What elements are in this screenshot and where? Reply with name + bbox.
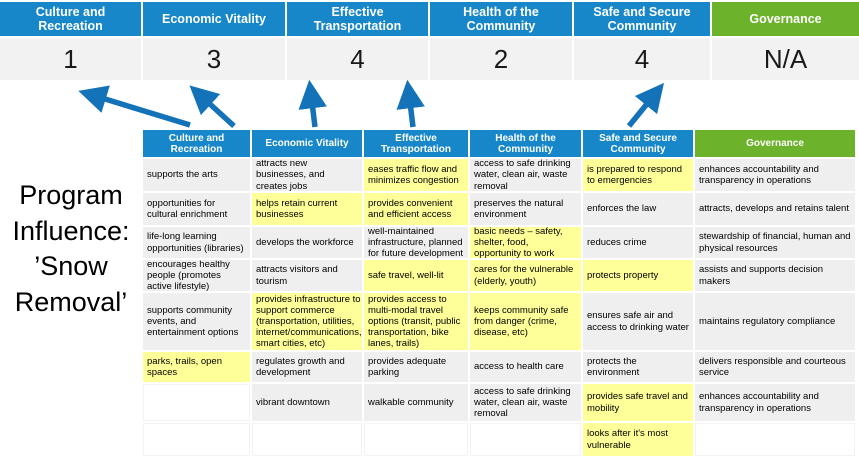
matrix-cell: assists and supports decision makers bbox=[695, 260, 855, 291]
summary-band: Culture and Recreation 1 Economic Vitali… bbox=[0, 2, 859, 80]
matrix-cell: enhances accountability and transparency… bbox=[695, 159, 855, 191]
influence-matrix: Culture and Recreation Economic Vitality… bbox=[143, 130, 855, 456]
summary-score-governance: N/A bbox=[712, 38, 859, 80]
matrix-cell: cares for the vulnerable (elderly, youth… bbox=[470, 260, 581, 291]
summary-header-economic: Economic Vitality bbox=[143, 2, 285, 36]
matrix-cell: basic needs – safety, shelter, food, opp… bbox=[470, 227, 581, 258]
matrix-cell: regulates growth and development bbox=[252, 352, 362, 382]
summary-column-transportation: Effective Transportation 4 bbox=[287, 2, 428, 80]
matrix-cell: enforces the law bbox=[583, 193, 693, 225]
summary-column-economic: Economic Vitality 3 bbox=[143, 2, 285, 80]
matrix-cell: ensures safe air and access to drinking … bbox=[583, 293, 693, 350]
matrix-cell: safe travel, well-lit bbox=[364, 260, 468, 291]
up-arrow-icon bbox=[78, 85, 191, 128]
matrix-cell: is prepared to respond to emergencies bbox=[583, 159, 693, 191]
matrix-header-economic: Economic Vitality bbox=[252, 130, 362, 157]
matrix-cell: delivers responsible and courteous servi… bbox=[695, 352, 855, 382]
matrix-cell: attracts new businesses, and creates job… bbox=[252, 159, 362, 191]
up-arrow-icon bbox=[189, 85, 236, 129]
matrix-cell: access to safe drinking water, clean air… bbox=[470, 159, 581, 191]
summary-score-health: 2 bbox=[430, 38, 572, 80]
matrix-cell: parks, trails, open spaces bbox=[143, 352, 250, 382]
matrix-cell: supports the arts bbox=[143, 159, 250, 191]
matrix-header-safety: Safe and Secure Community bbox=[583, 130, 693, 157]
matrix-cell bbox=[695, 423, 855, 456]
summary-column-health: Health of the Community 2 bbox=[430, 2, 572, 80]
matrix-cell: keeps community safe from danger (crime,… bbox=[470, 293, 581, 350]
summary-score-economic: 3 bbox=[143, 38, 285, 80]
summary-score-culture: 1 bbox=[0, 38, 141, 80]
matrix-cell: provides infrastructure to support comme… bbox=[252, 293, 362, 350]
matrix-cell: well-maintained infrastructure, planned … bbox=[364, 227, 468, 258]
summary-header-safety: Safe and Secure Community bbox=[574, 2, 710, 36]
matrix-cell: encourages healthy people (promotes acti… bbox=[143, 260, 250, 291]
matrix-cell: maintains regulatory compliance bbox=[695, 293, 855, 350]
matrix-cell: stewardship of financial, human and phys… bbox=[695, 227, 855, 258]
matrix-cell: preserves the natural environment bbox=[470, 193, 581, 225]
matrix-header-health: Health of the Community bbox=[470, 130, 581, 157]
up-arrow-icon bbox=[626, 82, 665, 128]
matrix-cell: provides safe travel and mobility bbox=[583, 384, 693, 421]
matrix-cell bbox=[364, 423, 468, 456]
matrix-cell: reduces crime bbox=[583, 227, 693, 258]
matrix-cell: eases traffic flow and minimizes congest… bbox=[364, 159, 468, 191]
matrix-cell: walkable community bbox=[364, 384, 468, 421]
matrix-cell: access to health care bbox=[470, 352, 581, 382]
summary-header-governance: Governance bbox=[712, 2, 859, 36]
summary-score-safety: 4 bbox=[574, 38, 710, 80]
summary-header-health: Health of the Community bbox=[430, 2, 572, 36]
matrix-cell bbox=[143, 423, 250, 456]
matrix-cell: life-long learning opportunities (librar… bbox=[143, 227, 250, 258]
matrix-cell: vibrant downtown bbox=[252, 384, 362, 421]
summary-column-governance: Governance N/A bbox=[712, 2, 859, 80]
matrix-header-culture: Culture and Recreation bbox=[143, 130, 250, 157]
matrix-header-transportation: Effective Transportation bbox=[364, 130, 468, 157]
matrix-cell: access to safe drinking water, clean air… bbox=[470, 384, 581, 421]
up-arrow-icon bbox=[396, 79, 425, 128]
matrix-cell: provides access to multi-modal travel op… bbox=[364, 293, 468, 350]
matrix-cell: develops the workforce bbox=[252, 227, 362, 258]
summary-column-culture: Culture and Recreation 1 bbox=[0, 2, 141, 80]
summary-score-transportation: 4 bbox=[287, 38, 428, 80]
matrix-cell: supports community events, and entertain… bbox=[143, 293, 250, 350]
matrix-cell: protects the environment bbox=[583, 352, 693, 382]
matrix-cell: attracts visitors and tourism bbox=[252, 260, 362, 291]
matrix-cell bbox=[143, 384, 250, 421]
summary-column-safety: Safe and Secure Community 4 bbox=[574, 2, 710, 80]
matrix-cell bbox=[252, 423, 362, 456]
matrix-cell: protects property bbox=[583, 260, 693, 291]
program-title: Program Influence: ’Snow Removal’ bbox=[12, 180, 130, 317]
matrix-cell: helps retain current businesses bbox=[252, 193, 362, 225]
matrix-cell bbox=[470, 423, 581, 456]
up-arrow-icon bbox=[298, 79, 327, 128]
matrix-cell: attracts, develops and retains talent bbox=[695, 193, 855, 225]
matrix-cell: provides convenient and efficient access bbox=[364, 193, 468, 225]
matrix-header-governance: Governance bbox=[695, 130, 855, 157]
matrix-cell: opportunities for cultural enrichment bbox=[143, 193, 250, 225]
summary-header-culture: Culture and Recreation bbox=[0, 2, 141, 36]
matrix-cell: provides adequate parking bbox=[364, 352, 468, 382]
matrix-cell: enhances accountability and transparency… bbox=[695, 384, 855, 421]
summary-header-transportation: Effective Transportation bbox=[287, 2, 428, 36]
matrix-cell: looks after it's most vulnerable bbox=[583, 423, 693, 456]
